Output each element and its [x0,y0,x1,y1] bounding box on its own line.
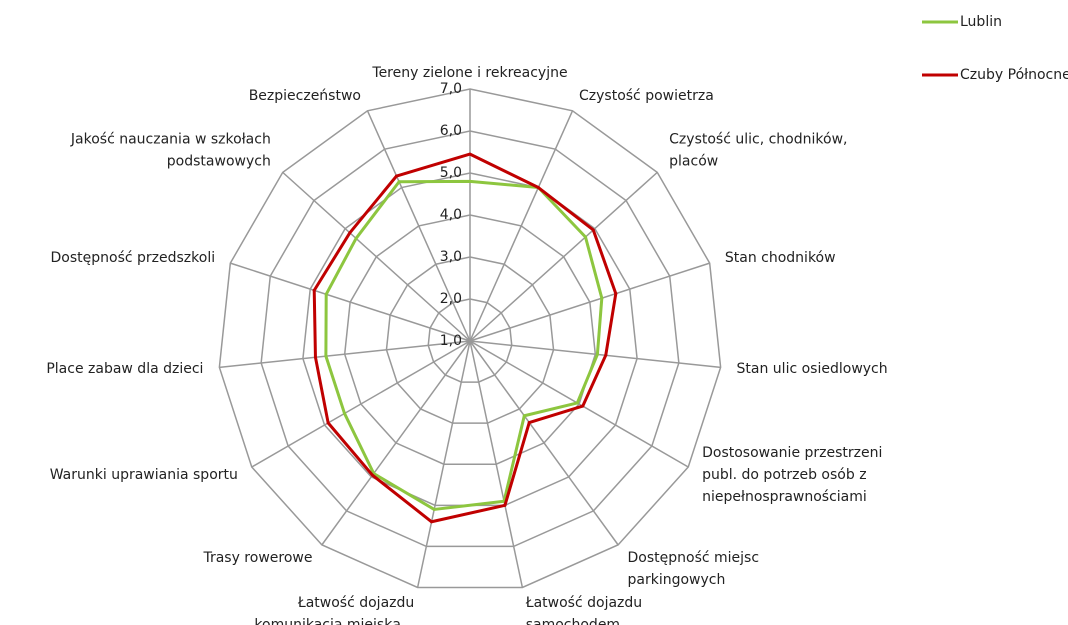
category-label: Place zabaw dla dzieci [46,361,203,377]
series-point [324,354,328,358]
series-point [395,174,399,178]
tick-label: 3,0 [440,249,462,265]
category-label: Bezpieczeństwo [249,88,361,104]
spoke [321,340,471,546]
series-point [468,152,472,156]
tick-label: 5,0 [440,165,462,181]
series-point [536,186,540,190]
category-label: Jakość nauczania w szkołach podstawowych [70,132,271,170]
series-point [614,292,618,296]
category-label-line: Czystość powietrza [579,88,714,104]
legend-label: Czuby Północne [960,67,1068,83]
category-label-line: Warunki uprawiania sportu [50,467,238,483]
category-label: Trasy rowerowe [202,550,312,566]
series-line [312,152,618,524]
series-point [591,228,595,232]
category-label: Dostosowanie przestrzeni publ. do potrzeb… [702,445,882,505]
spoke [469,110,574,342]
category-label: Dostępność miejsc parkingowych [628,550,760,588]
category-label: Warunki uprawiania sportu [50,467,238,483]
legend-label: Lublin [960,14,1002,30]
grid-ring [385,256,555,424]
tick-label: 4,0 [440,207,462,223]
category-label-line: Łatwość dojazdu [297,595,414,611]
series-point [430,520,434,524]
category-label: Dostępność przedszkoli [51,250,216,266]
series-point [595,352,599,356]
category-label-line: parkingowych [628,572,726,588]
spoke [469,340,689,468]
spoke [469,340,619,546]
spoke [230,262,471,342]
spoke [416,340,471,588]
grid-ring [260,130,680,548]
series-point [503,503,507,507]
series-point [354,236,358,240]
spoke [366,110,471,342]
category-label-line: Tereny zielone i rekreacyjne [371,65,567,81]
series-point [324,292,328,296]
series-point [313,355,317,359]
series-point [312,288,316,292]
category-label-line: podstawowych [167,154,271,170]
series-point [527,421,531,425]
series-point [581,404,585,408]
category-label-line: Stan ulic osiedlowych [737,361,888,377]
series-point [583,235,587,239]
tick-label: 2,0 [440,291,462,307]
tick-label: 6,0 [440,123,462,139]
category-label-line: placów [669,154,718,170]
grid-ring [427,298,513,383]
grid-ring [343,214,597,465]
series-point [600,296,604,300]
series-point [432,507,436,511]
series-point [370,473,374,477]
category-label-line: Dostępność przedszkoli [51,250,216,266]
spoke [469,171,658,342]
tick-label: 7,0 [440,81,462,97]
category-label-line: Trasy rowerowe [202,550,312,566]
category-label-line: Place zabaw dla dzieci [46,361,203,377]
spoke [469,262,710,342]
category-label-line: samochodem... [526,617,634,625]
series-point [326,421,330,425]
spoke [251,340,471,468]
category-label-line: Jakość nauczania w szkołach [70,132,271,148]
series-point [604,353,608,357]
series-point [397,180,401,184]
series-point [343,411,347,415]
category-label-line: Bezpieczeństwo [249,88,361,104]
category-label-line: Stan chodników [725,250,836,266]
grid-ring [218,88,722,589]
category-label: Stan ulic osiedlowych [737,361,888,377]
category-label-line: niepełnosprawnościami [702,489,867,505]
category-label: Łatwość dojazdu samochodem... [525,595,642,625]
category-label-line: Czystość ulic, chodników, [669,132,847,148]
category-label: Czystość powietrza [579,88,714,104]
category-label-line: Dostosowanie przestrzeni [702,445,882,461]
series-point [522,414,526,418]
spoke [469,340,721,369]
spoke [219,340,471,369]
spoke [282,171,471,342]
category-label: Łatwość dojazdu komunikacją miejską... [254,595,414,625]
category-label: Stan chodników [725,250,836,266]
category-label-line: Łatwość dojazdu [525,595,642,611]
series-line [324,179,604,511]
category-label: Czystość ulic, chodników, placów [669,132,847,170]
category-label: Tereny zielone i rekreacyjne [371,65,567,81]
category-label-line: Dostępność miejsc [628,550,760,566]
series-point [348,231,352,235]
tick-label: 1,0 [440,333,462,349]
series-point [468,179,472,183]
category-label-line: publ. do potrzeb osób z [702,467,866,483]
spoke [469,340,524,588]
category-label-line: komunikacją miejską... [254,617,414,625]
series-point [575,401,579,405]
